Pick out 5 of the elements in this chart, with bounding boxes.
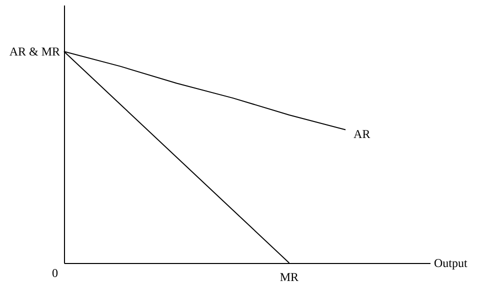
y-axis-title: AR & MR bbox=[9, 44, 60, 59]
text: Output bbox=[434, 256, 468, 270]
series-label: AR bbox=[354, 126, 370, 141]
text: 0 bbox=[52, 266, 58, 280]
series-label: MR bbox=[280, 270, 299, 284]
